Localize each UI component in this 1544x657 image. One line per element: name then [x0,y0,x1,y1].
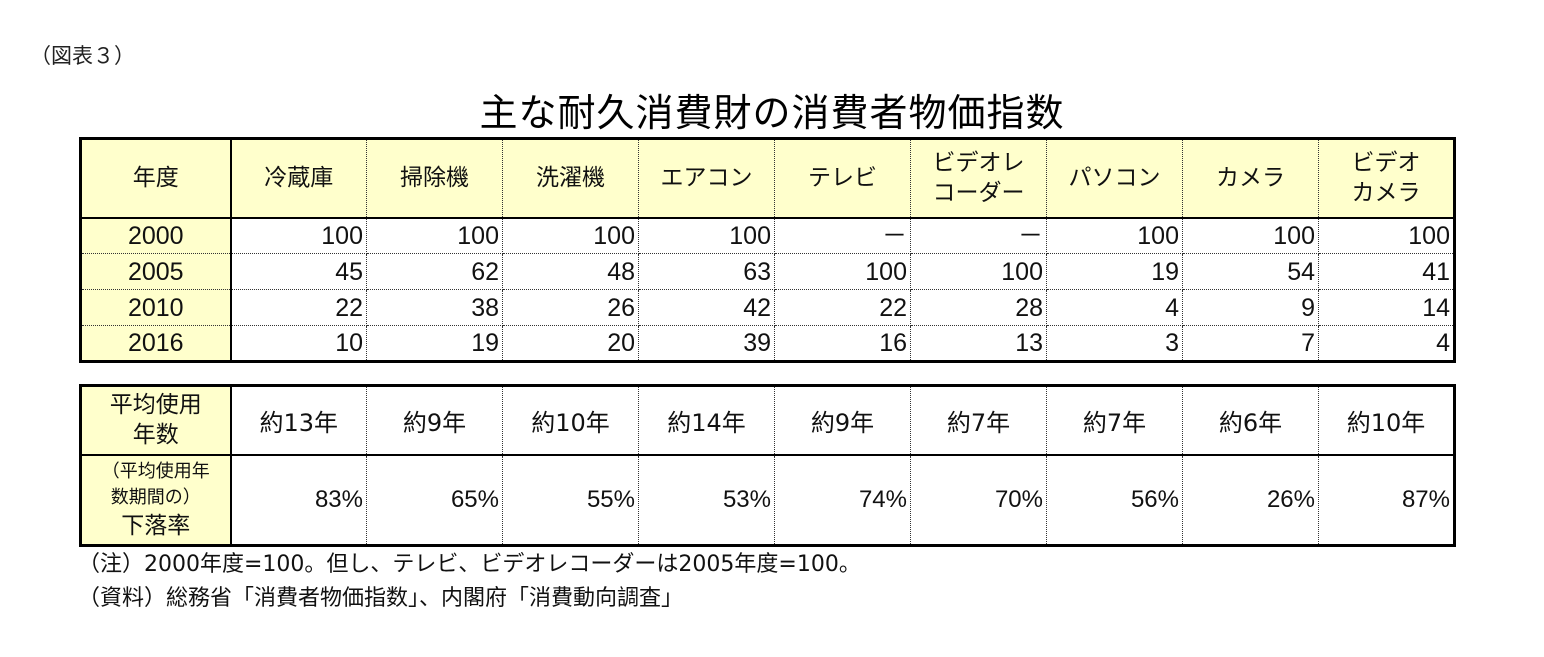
value-cell: 9 [1182,289,1319,326]
value-cell: 100 [774,253,911,290]
header-year: 年度 [80,138,232,219]
year-cell: 2005 [80,253,232,290]
decline-cell: 55% [502,454,639,546]
header-camera: カメラ [1182,138,1319,219]
value-cell: 28 [910,289,1047,326]
value-cell: 22 [774,289,911,326]
value-cell: 22 [230,289,367,326]
years-cell: 約9年 [366,385,503,456]
decline-cell: 74% [774,454,911,546]
decline-cell: 26% [1182,454,1319,546]
header-video-recorder: ビデオレ コーダー [910,138,1047,219]
value-cell: 42 [638,289,775,326]
header-refrigerator: 冷蔵庫 [230,138,367,219]
value-cell: 41 [1318,253,1455,290]
years-cell: 約7年 [910,385,1047,456]
years-cell: 約14年 [638,385,775,456]
value-cell: 20 [502,325,639,362]
value-cell: 19 [1046,253,1183,290]
decline-cell: 87% [1318,454,1455,546]
figure-label: （図表３） [30,44,135,68]
decline-rate-row: （平均使用年 数期間の） 下落率 83% 65% 55% 53% 74% 70%… [80,454,1455,546]
decline-cell: 83% [230,454,367,546]
year-cell: 2000 [80,217,232,254]
value-cell: 100 [1182,217,1319,254]
header-air-conditioner: エアコン [638,138,775,219]
header-tv: テレビ [774,138,911,219]
value-cell: 100 [638,217,775,254]
value-cell: 26 [502,289,639,326]
value-cell: 13 [910,325,1047,362]
value-cell: 4 [1318,325,1455,362]
table-row: 2010 22 38 26 42 22 28 4 9 14 [80,289,1455,326]
note-text: （注）2000年度=100。但し、テレビ、ビデオレコーダーは2005年度=100… [78,552,861,577]
value-cell: 14 [1318,289,1455,326]
table-row: 2016 10 19 20 39 16 13 3 7 4 [80,325,1455,362]
decline-rate-label: （平均使用年 数期間の） 下落率 [80,454,232,546]
value-cell: 19 [366,325,503,362]
years-cell: 約7年 [1046,385,1183,456]
years-cell: 約10年 [1318,385,1455,456]
header-washing-machine: 洗濯機 [502,138,639,219]
years-cell: 約9年 [774,385,911,456]
usage-decline-table: 平均使用 年数 約13年 約9年 約10年 約14年 約9年 約7年 約7年 約… [79,384,1456,547]
value-cell: 38 [366,289,503,326]
page-title: 主な耐久消費財の消費者物価指数 [479,91,1065,135]
footnotes: （注）2000年度=100。但し、テレビ、ビデオレコーダーは2005年度=100… [78,548,861,616]
value-cell: 3 [1046,325,1183,362]
header-pc: パソコン [1046,138,1183,219]
decline-cell: 56% [1046,454,1183,546]
average-usage-years-label: 平均使用 年数 [80,385,232,456]
table-row: 2000 100 100 100 100 － － 100 100 100 [80,217,1455,254]
value-cell: － [774,217,911,254]
decline-cell: 70% [910,454,1047,546]
year-cell: 2016 [80,325,232,362]
value-cell: 54 [1182,253,1319,290]
value-cell: 63 [638,253,775,290]
value-cell: 48 [502,253,639,290]
decline-cell: 65% [366,454,503,546]
value-cell: 100 [1318,217,1455,254]
value-cell: 45 [230,253,367,290]
header-video-camera: ビデオ カメラ [1318,138,1455,219]
value-cell: 39 [638,325,775,362]
years-cell: 約6年 [1182,385,1319,456]
value-cell: 16 [774,325,911,362]
source-text: （資料）総務省「消費者物価指数」、内閣府「消費動向調査」 [78,586,684,611]
table-row: 2005 45 62 48 63 100 100 19 54 41 [80,253,1455,290]
average-usage-years-row: 平均使用 年数 約13年 約9年 約10年 約14年 約9年 約7年 約7年 約… [80,385,1455,456]
years-cell: 約10年 [502,385,639,456]
value-cell: 7 [1182,325,1319,362]
value-cell: 4 [1046,289,1183,326]
value-cell: 100 [366,217,503,254]
decline-cell: 53% [638,454,775,546]
value-cell: 100 [502,217,639,254]
price-index-table: 年度 冷蔵庫 掃除機 洗濯機 エアコン テレビ ビデオレ コーダー パソコン カメ… [79,137,1456,363]
value-cell: 100 [910,253,1047,290]
value-cell: 100 [230,217,367,254]
table-header-row: 年度 冷蔵庫 掃除機 洗濯機 エアコン テレビ ビデオレ コーダー パソコン カメ… [80,138,1455,219]
years-cell: 約13年 [230,385,367,456]
value-cell: 10 [230,325,367,362]
value-cell: － [910,217,1047,254]
header-vacuum-cleaner: 掃除機 [366,138,503,219]
year-cell: 2010 [80,289,232,326]
value-cell: 100 [1046,217,1183,254]
value-cell: 62 [366,253,503,290]
